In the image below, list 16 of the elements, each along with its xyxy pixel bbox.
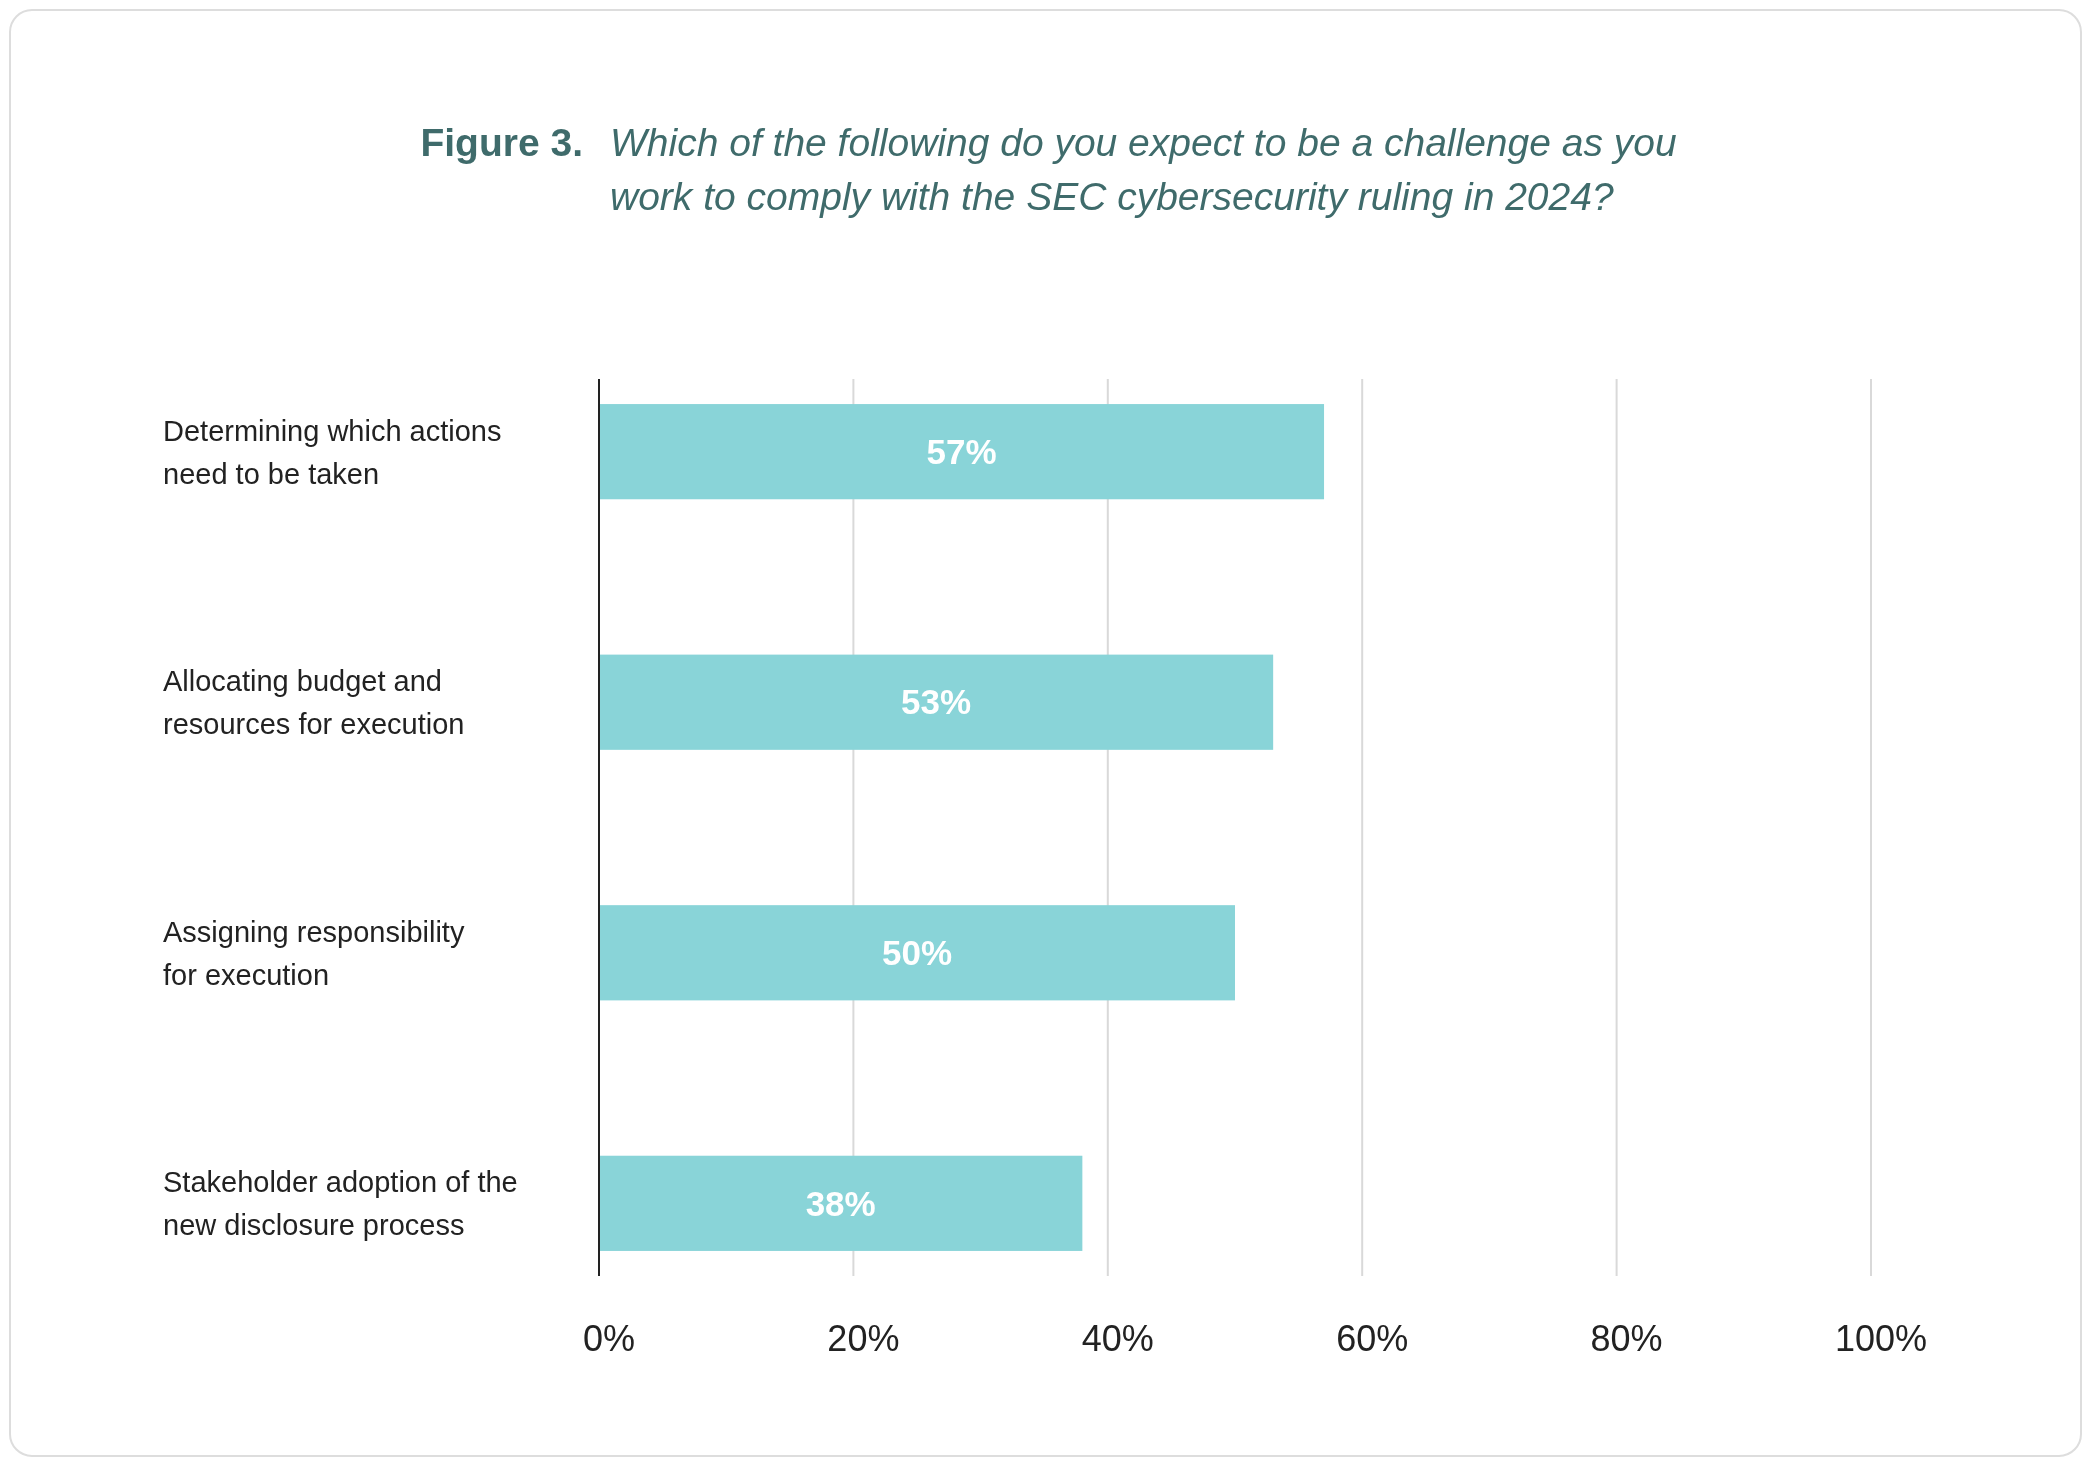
data-label: 38% (805, 1183, 876, 1223)
chart-title: Figure 3. (420, 121, 583, 164)
y-tick-label: Determining which actions need to be taken (163, 414, 502, 490)
data-label: 53% (901, 682, 972, 722)
x-tick-label: 40% (1081, 1318, 1154, 1359)
y-tick-label: Allocating budget and resources for execution (163, 665, 465, 741)
y-tick-label: Stakeholder adoption of the new disclosure process (163, 1166, 518, 1242)
y-tick-label: Assigning responsibility for execution (163, 915, 465, 991)
x-tick-label: 100% (1834, 1318, 1928, 1359)
data-label: 50% (881, 933, 953, 973)
x-tick-label: 0% (582, 1318, 636, 1359)
data-label: 57% (926, 431, 997, 471)
x-tick-label: 20% (827, 1318, 900, 1359)
chart-subtitle: Which of the following do you expect to be a challenge as you work to comply with the SEC cybersecurity ruling in 2024? (610, 121, 1677, 218)
x-tick-label: 60% (1336, 1318, 1409, 1359)
x-tick-label: 80% (1590, 1318, 1663, 1359)
